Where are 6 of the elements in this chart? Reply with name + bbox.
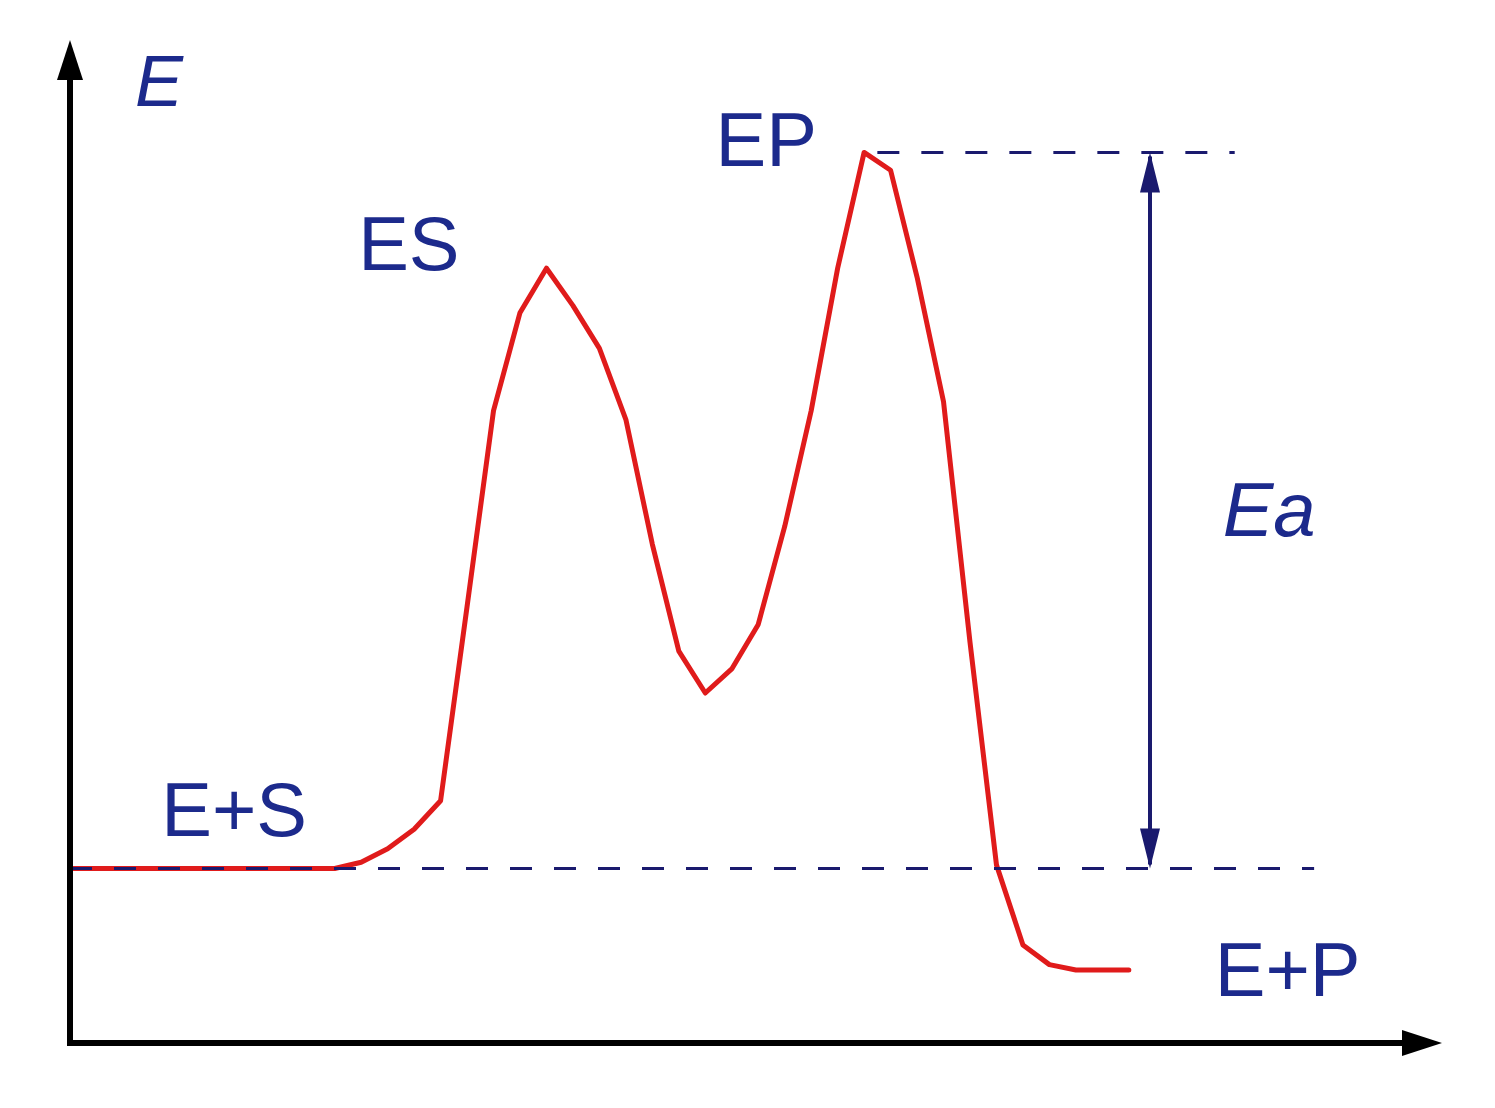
annotation: ES — [358, 200, 460, 286]
annotation: E+S — [161, 766, 307, 852]
y-axis-title: E — [135, 40, 184, 122]
annotation: EP — [715, 97, 817, 183]
annotation: E+P — [1214, 927, 1361, 1013]
annotation: Ea — [1222, 467, 1316, 553]
